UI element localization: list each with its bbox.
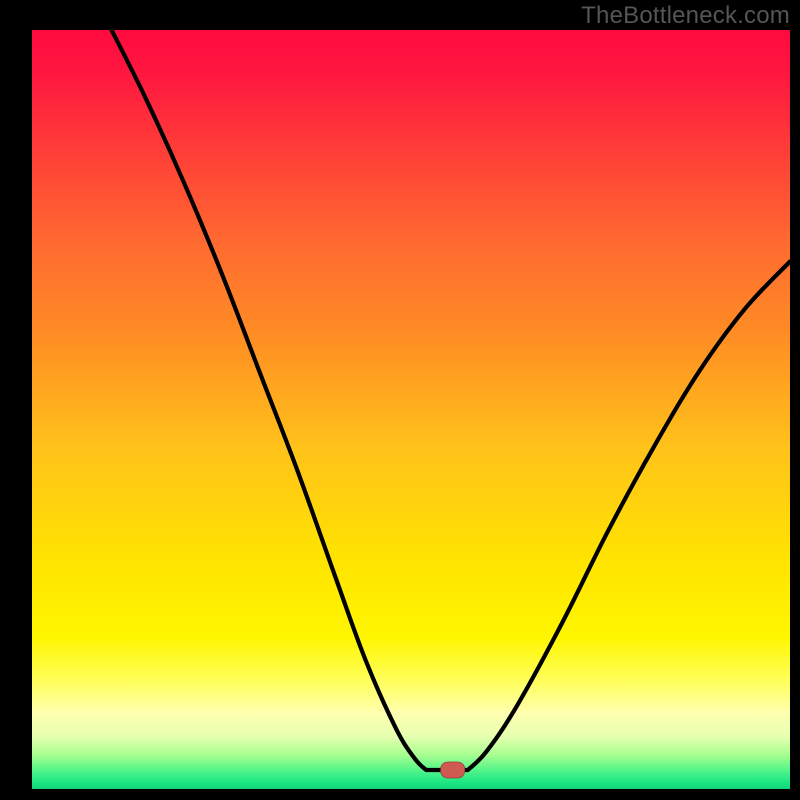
optimum-marker <box>441 762 465 778</box>
chart-frame: TheBottleneck.com <box>0 0 800 800</box>
bottleneck-chart <box>0 0 800 800</box>
watermark-text: TheBottleneck.com <box>581 2 790 30</box>
